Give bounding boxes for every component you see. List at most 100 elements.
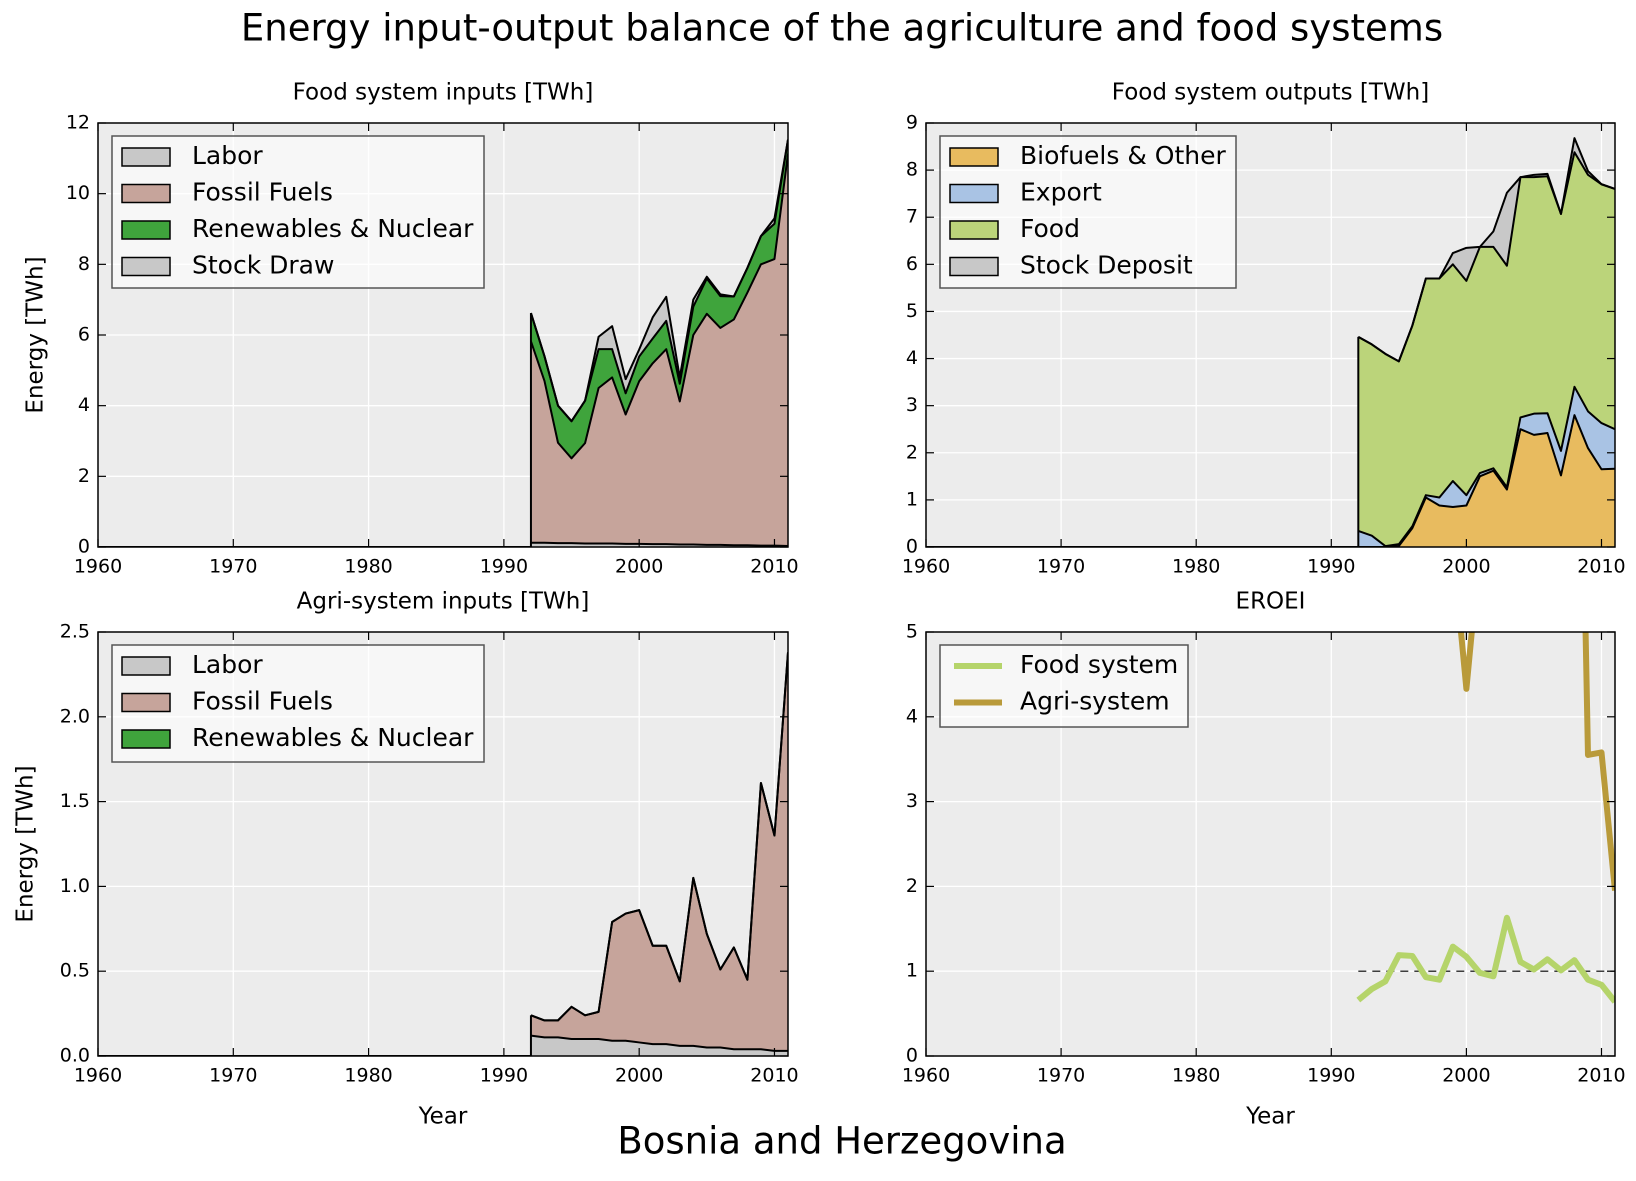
legend-label: Labor — [192, 141, 263, 170]
panel-title: Food system outputs [TWh] — [1112, 80, 1429, 106]
x-tick-label: 1980 — [1172, 556, 1220, 578]
legend-swatch — [121, 183, 171, 204]
panel-food-system-inputs: 1960 1970 1980 1990 2000 2010 0 2 4 6 8 10 12 Food sy… — [23, 80, 799, 578]
y-tick-label: 6 — [906, 253, 918, 275]
x-tick-label: 1970 — [1037, 556, 1085, 578]
legend-swatch — [121, 692, 171, 713]
y-tick-label: 2.0 — [60, 705, 90, 727]
x-axis-label: Year — [1245, 1104, 1295, 1130]
y-tick-label: 8 — [78, 253, 90, 275]
legend: Biofuels & Other Export Food Stock Deposit — [939, 135, 1237, 289]
y-tick-label: 7 — [906, 206, 918, 228]
plot-area — [98, 139, 788, 547]
x-tick-label: 1990 — [480, 556, 528, 578]
legend-label: Stock Deposit — [1020, 251, 1193, 280]
area-edge-stock-draw — [529, 139, 788, 423]
area-biofuels-other — [1358, 415, 1615, 547]
legend-swatch — [949, 183, 999, 204]
area-export — [1358, 386, 1615, 547]
plot-area — [98, 652, 788, 1056]
y-tick-label: 4 — [78, 394, 90, 416]
area-labor — [530, 1035, 788, 1056]
legend-swatch — [949, 220, 999, 240]
y-tick-label: 0.5 — [60, 960, 90, 982]
legend-label: Fossil Fuels — [192, 687, 333, 716]
area-renewables-nuclear — [530, 139, 788, 459]
y-axis-label: Energy [TWh] — [13, 765, 39, 922]
legend: Labor Fossil Fuels Renewables & Nuclear — [111, 644, 485, 763]
y-tick-label: 0 — [906, 536, 918, 558]
legend-swatch — [121, 220, 171, 240]
panel-agri-system-inputs: 1960 1970 1980 1990 2000 2010 0.0 0.5 1.0 1.5 2.0 2… — [13, 589, 799, 1130]
x-tick-label: 1980 — [1172, 1065, 1220, 1087]
x-tick-label: 1970 — [209, 1065, 257, 1087]
x-tick-label: 1990 — [1307, 1065, 1355, 1087]
legend-swatch — [121, 256, 171, 277]
area-food — [1358, 152, 1615, 547]
area-fossil-fuels — [530, 652, 788, 1051]
legend-box — [111, 135, 485, 289]
legend-label: Food system — [1020, 650, 1178, 679]
y-tick-label: 4 — [906, 347, 918, 369]
x-tick-label: 1990 — [480, 1065, 528, 1087]
legend-label: Renewables & Nuclear — [192, 723, 474, 752]
legend-box — [111, 644, 485, 763]
y-tick-label: 2.5 — [60, 621, 90, 643]
plot-frame — [925, 122, 1616, 548]
area-edge-fossil-fuels — [529, 153, 788, 460]
legend-label: Stock Draw — [192, 251, 334, 280]
y-axis-label: Energy [TWh] — [23, 256, 49, 413]
y-tick-label: 1 — [906, 960, 918, 982]
line-agri-system — [1457, 632, 1615, 891]
plot-area — [1356, 632, 1615, 1004]
legend: Labor Fossil Fuels Renewables & Nuclear Sto… — [111, 135, 485, 289]
x-tick-label: 1960 — [74, 556, 122, 578]
panel-title: Agri-system inputs [TWh] — [297, 589, 590, 615]
y-tick-label: 6 — [78, 324, 90, 346]
y-tick-label: 0 — [906, 1045, 918, 1067]
y-tick-label: 3 — [906, 790, 918, 812]
area-edge-biofuels-other — [1358, 414, 1615, 547]
y-tick-label: 1.0 — [60, 875, 90, 897]
plot-frame — [925, 631, 1616, 1057]
x-tick-label: 2010 — [1577, 556, 1625, 578]
plot-frame — [97, 631, 789, 1057]
y-tick-label: 2 — [906, 441, 918, 463]
y-tick-label: 1 — [906, 488, 918, 510]
area-edge-labor — [530, 1034, 788, 1052]
panel-eroei: 1960 1970 1980 1990 2000 2010 0 1 2 3 4 5 EROEI Year F… — [902, 589, 1626, 1130]
legend-swatch — [949, 256, 999, 277]
panel-title: EROEI — [1236, 589, 1306, 615]
y-tick-label: 0.0 — [60, 1045, 90, 1067]
x-tick-label: 1970 — [1037, 1065, 1085, 1087]
x-tick-label: 1980 — [344, 1065, 392, 1087]
area-edge-stock-deposit — [1357, 137, 1615, 363]
x-tick-label: 1960 — [74, 1065, 122, 1087]
x-tick-label: 1960 — [902, 556, 950, 578]
line-food-system — [1356, 914, 1615, 1004]
y-tick-label: 1.5 — [60, 790, 90, 812]
plot-area — [926, 137, 1615, 547]
y-tick-label: 9 — [906, 112, 918, 134]
legend-label: Export — [1020, 178, 1102, 207]
x-tick-label: 2000 — [1442, 556, 1490, 578]
legend-label: Renewables & Nuclear — [192, 214, 474, 243]
panel-food-system-outputs: 1960 1970 1980 1990 2000 2010 0 1 2 3 4 5 6 7 8 9 Food s… — [902, 80, 1626, 578]
legend-label: Fossil Fuels — [192, 178, 333, 207]
y-tick-label: 2 — [78, 465, 90, 487]
x-tick-label: 2000 — [1442, 1065, 1490, 1087]
country-label: Bosnia and Herzegovina — [617, 1120, 1066, 1163]
legend-label: Agri-system — [1020, 687, 1170, 716]
legend-label: Labor — [192, 650, 263, 679]
y-tick-label: 2 — [906, 875, 918, 897]
panel-title: Food system inputs [TWh] — [293, 80, 594, 106]
x-tick-label: 1960 — [902, 1065, 950, 1087]
x-tick-label: 1970 — [209, 556, 257, 578]
area-fossil-fuels — [530, 153, 788, 546]
y-tick-label: 5 — [906, 621, 918, 643]
legend-label: Food — [1020, 214, 1080, 243]
legend-box — [939, 644, 1189, 728]
x-tick-label: 2010 — [750, 556, 798, 578]
y-tick-label: 5 — [906, 300, 918, 322]
